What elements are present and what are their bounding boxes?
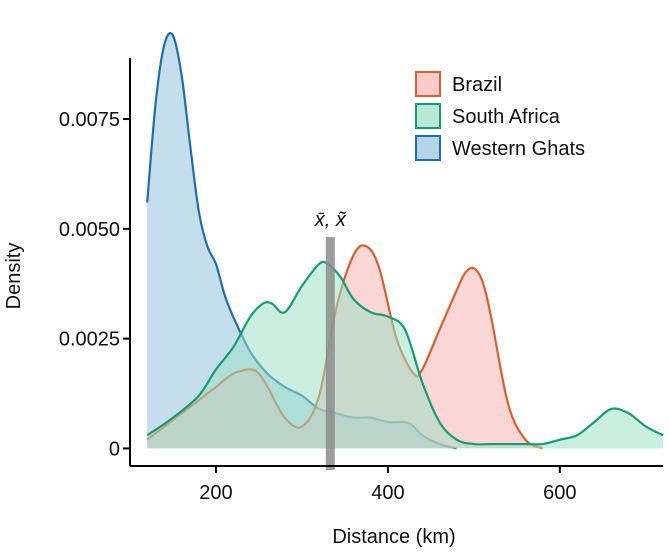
density-area-western-ghats (147, 33, 457, 449)
x-tick-label: 200 (199, 482, 232, 504)
plot-areas (146, 32, 664, 450)
annotation-group: x̄, x̃ (314, 209, 347, 470)
y-tick-label: 0.0025 (59, 329, 120, 351)
x-tick-label: 600 (543, 482, 576, 504)
x-axis-title: Distance (km) (332, 526, 455, 548)
legend-swatch-brazil (415, 71, 441, 97)
axes: 200 400 600 0 0.0025 0.0050 0.0075 (59, 58, 663, 504)
x-tick-label: 400 (371, 482, 404, 504)
density-line-south-africa (146, 260, 664, 446)
y-tick-label: 0.0075 (59, 109, 120, 131)
legend: Brazil South Africa Western Ghats (415, 71, 585, 161)
legend-label-south-africa: South Africa (452, 106, 561, 128)
y-tick-label: 0 (109, 438, 120, 460)
mean-median-label: x̄, x̃ (314, 209, 347, 231)
legend-label-brazil: Brazil (452, 74, 502, 96)
mean-median-bar (325, 237, 335, 470)
y-axis-title: Density (3, 243, 25, 310)
legend-swatch-western-ghats (415, 135, 441, 161)
legend-swatch-south-africa (415, 103, 441, 129)
legend-label-western-ghats: Western Ghats (452, 138, 585, 160)
y-tick-label: 0.0050 (59, 219, 120, 241)
